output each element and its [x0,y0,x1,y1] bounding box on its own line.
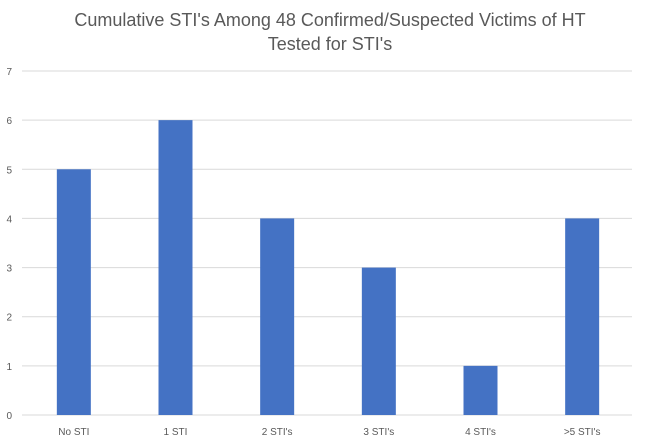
y-tick-label: 6 [6,116,12,127]
y-tick-label: 3 [6,264,12,275]
x-tick-label: >5 STI's [564,427,601,438]
x-tick-label: 3 STI's [363,427,394,438]
x-tick-label: 2 STI's [262,427,293,438]
bars [56,120,600,416]
y-tick-label: 1 [6,362,12,373]
bar [565,218,600,415]
x-tick-label: 4 STI's [465,427,496,438]
x-tick-label: 1 STI [164,427,188,438]
bar [158,120,193,416]
y-tick-label: 0 [6,411,12,422]
bar [260,218,295,415]
chart-title: Cumulative STI's Among 48 Confirmed/Susp… [74,10,586,54]
bar [56,169,91,415]
x-axis-ticks: No STI 1 STI 2 STI's 3 STI's 4 STI's >5 STI's [58,427,600,438]
bar [463,365,498,415]
y-axis-ticks: 0 1 2 3 4 5 6 7 [6,67,12,422]
y-tick-label: 2 [6,313,12,324]
gridlines [22,70,632,416]
bar [361,267,396,415]
y-tick-label: 4 [6,214,12,225]
y-tick-label: 7 [6,67,12,78]
x-tick-label: No STI [58,427,89,438]
y-tick-label: 5 [6,165,12,176]
